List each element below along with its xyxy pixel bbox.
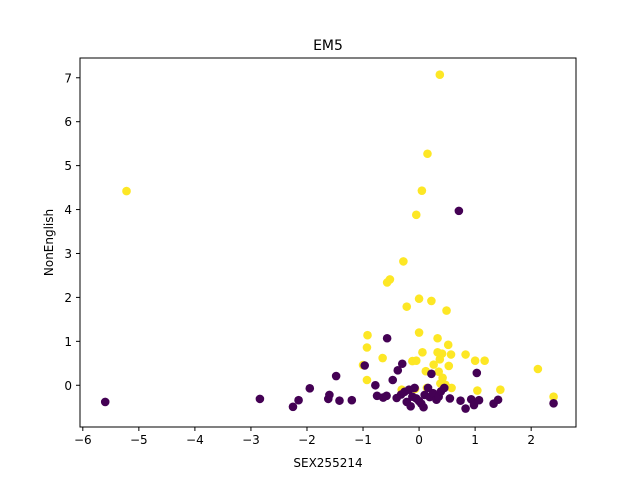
data-point (493, 395, 503, 405)
y-tick-label: 1 (64, 335, 72, 349)
data-point (427, 296, 436, 306)
chart-title: EM5 (313, 38, 343, 54)
y-axis-label: NonEnglish (42, 209, 56, 276)
y-tick-label: 7 (64, 71, 72, 85)
data-point (362, 343, 372, 352)
x-tick-label: −2 (298, 433, 316, 447)
data-point (382, 278, 392, 287)
data-point (255, 394, 265, 404)
x-axis-label: SEX255214 (293, 456, 362, 470)
data-points (100, 70, 558, 413)
y-tick-label: 5 (64, 159, 72, 173)
data-point (414, 294, 424, 304)
data-point (474, 395, 484, 405)
data-point (411, 210, 421, 220)
y-tick-label: 6 (64, 115, 72, 129)
data-point (533, 364, 543, 374)
data-point (388, 375, 398, 385)
data-point (414, 328, 424, 337)
data-point (433, 333, 442, 343)
data-point (480, 356, 489, 365)
data-point (100, 397, 110, 407)
y-tick-label: 0 (64, 379, 72, 393)
x-tick-label: −5 (130, 433, 148, 447)
data-point (305, 384, 315, 393)
data-point (447, 383, 456, 393)
data-point (470, 356, 480, 365)
x-tick-label: −1 (354, 433, 372, 447)
data-point (461, 350, 470, 359)
data-point (472, 368, 482, 378)
data-point (439, 383, 449, 393)
data-point (360, 361, 370, 370)
data-point (434, 367, 443, 376)
data-point (443, 340, 453, 350)
data-point (445, 394, 455, 403)
y-tick-label: 3 (64, 247, 72, 261)
data-point (288, 402, 298, 412)
data-point (418, 348, 427, 357)
data-point (362, 375, 372, 385)
data-point (549, 392, 558, 401)
data-point (427, 369, 436, 379)
data-point (294, 395, 303, 405)
data-point (399, 257, 408, 266)
data-point (393, 366, 403, 375)
data-point (454, 206, 464, 216)
data-point (325, 390, 334, 400)
x-axis-ticks: −6 −5 −4 −3 −2 −1 0 1 2 (74, 427, 535, 447)
data-point (406, 402, 415, 411)
x-tick-label: 1 (471, 433, 479, 447)
data-point (435, 70, 445, 79)
data-point (371, 380, 380, 390)
x-tick-label: −3 (242, 433, 260, 447)
data-point (122, 186, 131, 196)
data-point (410, 383, 419, 393)
data-point (347, 395, 357, 405)
data-point (378, 353, 387, 363)
x-tick-label: −4 (186, 433, 204, 447)
data-point (417, 186, 427, 195)
y-tick-label: 4 (64, 203, 72, 217)
data-point (411, 356, 421, 365)
x-tick-label: 2 (527, 433, 535, 447)
y-tick-label: 2 (64, 291, 72, 305)
data-point (331, 371, 341, 381)
x-tick-label: 0 (415, 433, 423, 447)
data-point (397, 359, 407, 369)
y-axis-ticks: 0 1 2 3 4 5 6 7 (64, 71, 80, 393)
data-point (442, 306, 451, 315)
axes-frame (79, 57, 577, 428)
data-point (473, 386, 482, 395)
data-point (444, 361, 454, 371)
data-point (549, 398, 558, 408)
data-point (419, 402, 428, 412)
data-point (363, 330, 372, 340)
data-point (335, 396, 344, 405)
data-point (461, 404, 470, 413)
data-point (456, 396, 465, 405)
x-tick-label: −6 (74, 433, 92, 447)
data-point (435, 355, 445, 364)
data-point (382, 391, 391, 401)
data-point (429, 360, 438, 369)
data-point (496, 385, 505, 394)
data-point (446, 350, 456, 359)
data-point (402, 302, 412, 311)
data-point (423, 149, 432, 159)
data-point (382, 333, 392, 343)
